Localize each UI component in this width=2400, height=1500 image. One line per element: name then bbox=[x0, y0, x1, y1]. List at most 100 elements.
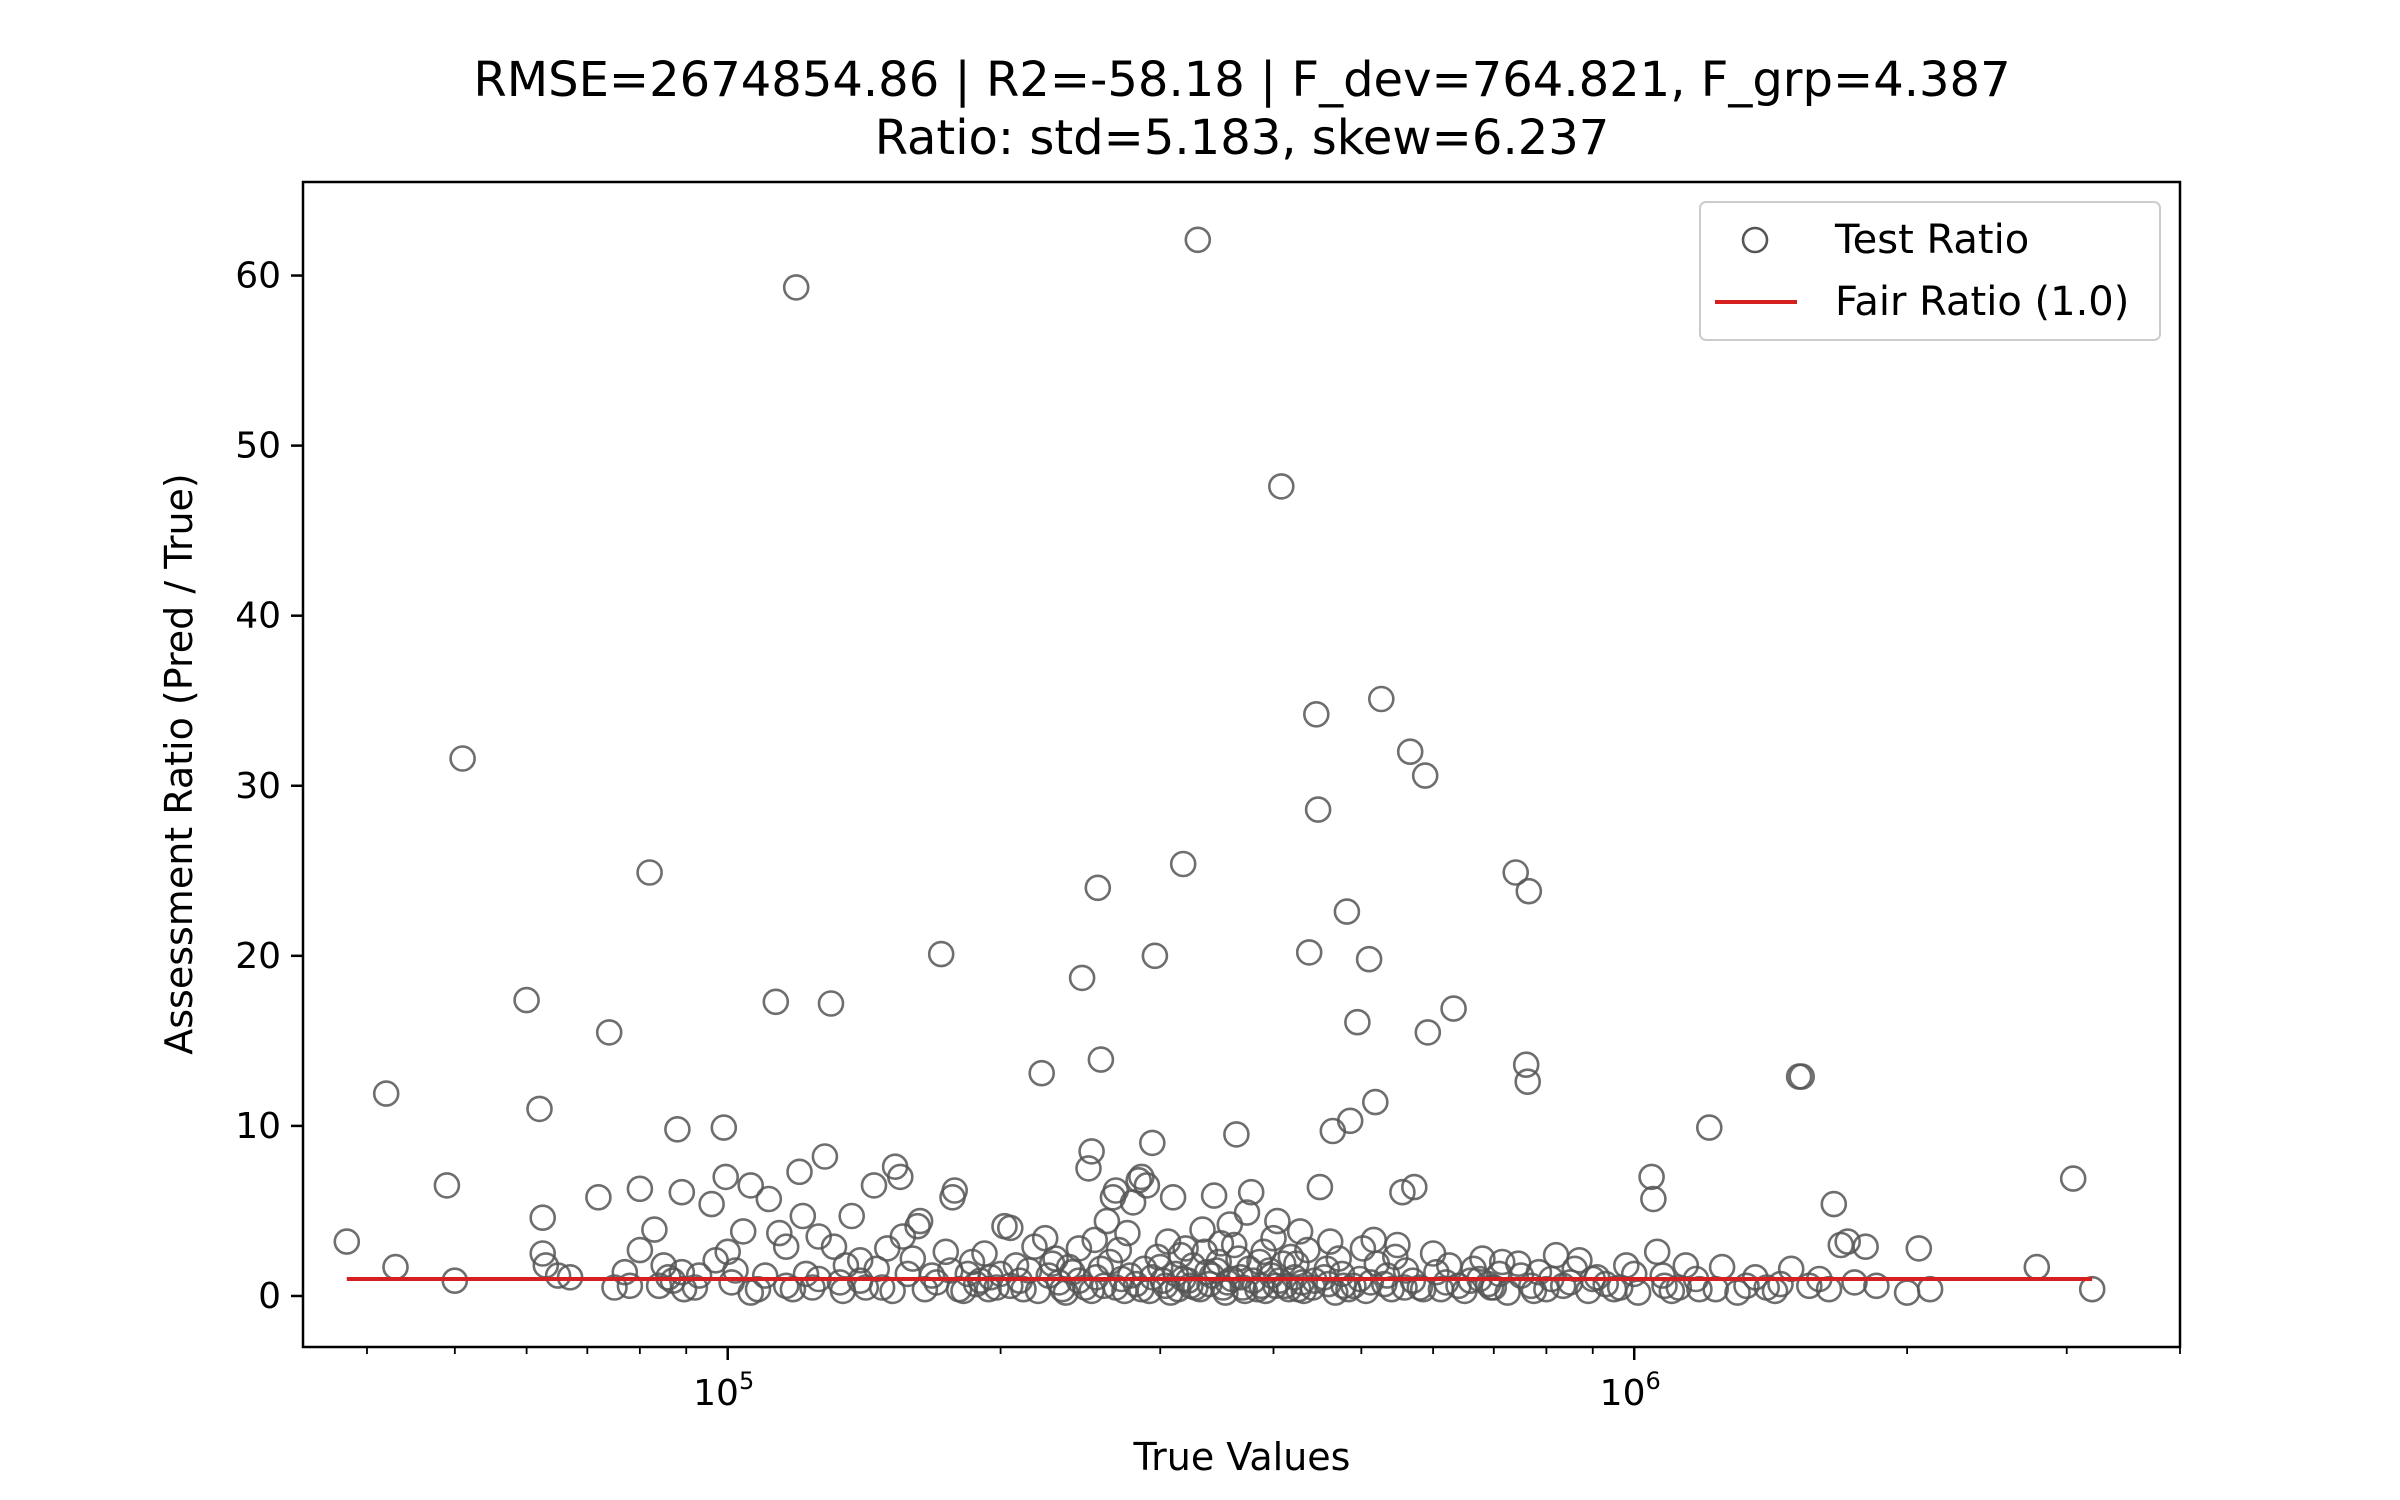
data-point bbox=[1068, 964, 1096, 992]
data-point bbox=[789, 1202, 817, 1230]
data-point bbox=[626, 1236, 654, 1264]
data-point bbox=[1368, 685, 1395, 713]
data-point bbox=[1638, 1163, 1665, 1191]
data-point bbox=[1414, 1019, 1442, 1046]
data-point bbox=[846, 1247, 874, 1274]
x-axis-label: True Values bbox=[1133, 1435, 1351, 1479]
data-point bbox=[811, 1143, 839, 1170]
y-axis-label: Assessment Ratio (Pred / True) bbox=[157, 473, 201, 1055]
data-point bbox=[372, 1080, 400, 1107]
data-point bbox=[1286, 1218, 1314, 1245]
legend-box bbox=[1699, 201, 2161, 341]
data-point bbox=[2078, 1275, 2106, 1303]
data-point bbox=[1198, 1262, 1226, 1289]
legend-label-test-ratio: Test Ratio bbox=[1834, 217, 2029, 263]
data-point bbox=[1084, 874, 1112, 902]
data-point bbox=[762, 988, 790, 1016]
data-point bbox=[1384, 1231, 1411, 1259]
data-point bbox=[1708, 1253, 1736, 1281]
data-point bbox=[729, 1218, 757, 1245]
data-point bbox=[1643, 1238, 1671, 1266]
data-point bbox=[1065, 1235, 1093, 1262]
data-point bbox=[1264, 1207, 1291, 1235]
data-point bbox=[1733, 1272, 1760, 1300]
data-point bbox=[1834, 1228, 1861, 1255]
data-point bbox=[1474, 1270, 1502, 1298]
data-point bbox=[1440, 995, 1467, 1022]
data-point bbox=[1268, 473, 1295, 500]
data-point bbox=[1277, 1243, 1305, 1271]
y-tick-label: 30 bbox=[235, 766, 281, 807]
data-point bbox=[611, 1258, 639, 1286]
data-point bbox=[1502, 859, 1529, 886]
data-point bbox=[333, 1228, 361, 1255]
y-tick-label: 60 bbox=[235, 256, 281, 297]
data-point bbox=[1319, 1117, 1347, 1145]
data-point bbox=[1761, 1277, 1789, 1305]
data-point bbox=[1294, 1236, 1321, 1264]
legend-marker-test-ratio bbox=[1741, 226, 1769, 254]
data-point bbox=[1214, 1269, 1241, 1296]
data-point bbox=[1189, 1216, 1216, 1243]
data-point bbox=[805, 1223, 833, 1250]
data-point bbox=[1863, 1272, 1890, 1300]
legend: Test Ratio Fair Ratio (1.0) bbox=[1699, 201, 2161, 341]
data-point bbox=[449, 745, 476, 772]
data-point bbox=[1592, 1270, 1619, 1298]
data-point bbox=[645, 1272, 673, 1300]
data-point bbox=[1139, 1129, 1166, 1157]
data-point bbox=[710, 1114, 738, 1141]
data-point bbox=[681, 1274, 709, 1301]
y-tick-label: 0 bbox=[258, 1276, 281, 1317]
data-point bbox=[889, 1223, 917, 1250]
data-point bbox=[529, 1240, 557, 1267]
data-point bbox=[737, 1172, 765, 1199]
data-point bbox=[1223, 1121, 1250, 1148]
data-point bbox=[1518, 1272, 1545, 1300]
data-point bbox=[641, 1216, 668, 1243]
data-point bbox=[1355, 945, 1383, 973]
data-point bbox=[529, 1204, 557, 1231]
data-point bbox=[1133, 1172, 1161, 1199]
data-point bbox=[1488, 1248, 1516, 1276]
data-point bbox=[772, 1272, 800, 1300]
data-point bbox=[737, 1279, 765, 1306]
data-point bbox=[1248, 1272, 1275, 1300]
data-point bbox=[1159, 1184, 1187, 1211]
data-point bbox=[1696, 1114, 1723, 1141]
data-point bbox=[1233, 1199, 1261, 1226]
data-point bbox=[1651, 1272, 1678, 1300]
legend-label-fair-ratio: Fair Ratio (1.0) bbox=[1835, 279, 2129, 325]
data-point bbox=[1172, 1235, 1199, 1262]
data-point bbox=[1081, 1226, 1108, 1254]
data-point bbox=[1207, 1230, 1235, 1257]
y-tick-label: 50 bbox=[235, 426, 281, 467]
data-point bbox=[1078, 1138, 1105, 1165]
data-point bbox=[1665, 1274, 1693, 1301]
data-point bbox=[899, 1245, 927, 1272]
data-point bbox=[1396, 738, 1424, 766]
data-point bbox=[1152, 1272, 1179, 1300]
data-point bbox=[792, 1260, 820, 1288]
data-point bbox=[829, 1277, 857, 1305]
data-point bbox=[1306, 1173, 1334, 1201]
data-point bbox=[765, 1219, 793, 1247]
data-point bbox=[832, 1252, 860, 1279]
axis-ticks: 0 10 20 30 40 50 60 105 106 bbox=[235, 256, 2181, 1414]
data-point bbox=[1788, 1063, 1815, 1090]
data-point bbox=[1303, 700, 1330, 728]
data-point bbox=[1515, 877, 1543, 905]
data-point bbox=[1512, 1051, 1540, 1078]
x-tick-label: 105 bbox=[693, 1367, 754, 1414]
data-point bbox=[668, 1178, 696, 1206]
data-point bbox=[918, 1262, 946, 1289]
data-point bbox=[1220, 1231, 1248, 1259]
data-point bbox=[1640, 1185, 1667, 1213]
data-point bbox=[1096, 1248, 1124, 1276]
x-tick-label: 106 bbox=[1600, 1367, 1661, 1414]
data-point bbox=[927, 940, 955, 968]
y-tick-label: 10 bbox=[235, 1106, 281, 1147]
data-point bbox=[1184, 226, 1212, 254]
data-point bbox=[595, 1019, 623, 1046]
data-point bbox=[1389, 1178, 1416, 1206]
